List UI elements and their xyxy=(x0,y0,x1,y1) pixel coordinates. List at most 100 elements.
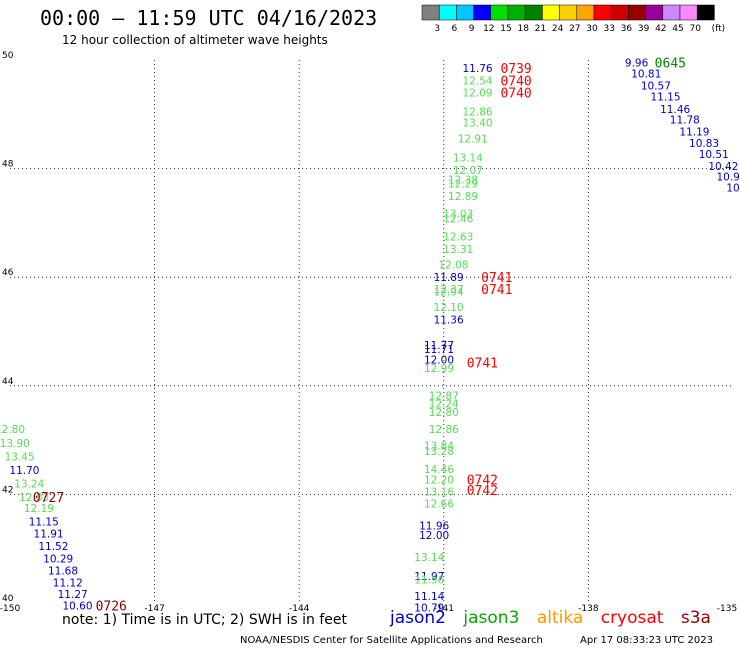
colorbar-label: 36 xyxy=(621,24,633,34)
swh-data-point: 10.83 xyxy=(689,138,719,150)
generated-timestamp: Apr 17 08:33:23 UTC 2023 xyxy=(580,635,713,646)
swh-data-point: 10 xyxy=(726,183,739,195)
swh-data-point: 12.54 xyxy=(463,76,493,88)
swh-data-point: 11.27 xyxy=(58,589,88,601)
colorbar-label: (ft) xyxy=(712,24,726,34)
swh-data-point: 13.84 xyxy=(424,441,454,453)
legend-jason3: jason3 xyxy=(463,608,520,628)
swh-data-point: 11.46 xyxy=(660,104,690,116)
time-label: 0741 xyxy=(481,271,512,286)
swh-data-point: 10.51 xyxy=(699,149,729,161)
swh-data-point: 13.24 xyxy=(14,479,44,491)
swh-data-point: 13.14 xyxy=(414,552,444,564)
swh-data-point: 13.90 xyxy=(0,438,30,450)
x-tick-label: -144 xyxy=(289,604,310,614)
swh-data-point: 12.66 xyxy=(424,499,454,511)
swh-data-point: 12.99 xyxy=(424,363,454,375)
colorbar-label: 33 xyxy=(603,24,614,34)
swh-data-point: 13.45 xyxy=(5,451,35,463)
swh-data-point: 11.19 xyxy=(679,127,709,139)
x-tick-label: -138 xyxy=(578,604,599,614)
colorbar-label: 21 xyxy=(535,24,546,34)
x-tick-label: -141 xyxy=(434,604,454,614)
swh-data-point: 13.40 xyxy=(463,117,493,129)
swh-data-point: 11.96 xyxy=(419,520,449,532)
swh-data-point: 12.91 xyxy=(458,134,488,146)
swh-data-point: 11.89 xyxy=(434,272,464,284)
swh-data-point: 11.71 xyxy=(424,344,454,356)
swh-data-point: 12.46 xyxy=(443,214,473,226)
swh-data-point: 12.38 xyxy=(448,174,478,186)
swh-data-point: 12.19 xyxy=(24,503,54,515)
swh-data-point: 10.79 xyxy=(414,602,444,614)
swh-data-point: 11.56 xyxy=(414,575,444,587)
colorbar-label: 27 xyxy=(569,24,580,34)
swh-data-point: 12.80 xyxy=(0,424,25,436)
swh-data-point: 12.20 xyxy=(424,475,454,487)
swh-data-point: 11.70 xyxy=(9,465,39,477)
colorbar-label: 30 xyxy=(586,24,598,34)
colorbar-label: 18 xyxy=(517,24,529,34)
time-label: 0742 xyxy=(467,484,498,499)
swh-data-point: 13.31 xyxy=(443,244,473,256)
swh-data-point: 12.00 xyxy=(424,355,454,367)
swh-data-point: 11.52 xyxy=(38,541,68,553)
x-tick-label: -150 xyxy=(0,604,20,614)
swh-data-point: 13.16 xyxy=(424,487,454,499)
swh-data-point: 11.78 xyxy=(670,115,700,127)
units-note: note: 1) Time is in UTC; 2) SWH is in fe… xyxy=(62,612,348,628)
time-label: 0727 xyxy=(33,491,64,506)
swh-data-point: 12.87 xyxy=(429,391,459,403)
swh-data-point: 12.03 xyxy=(19,492,49,504)
swh-data-point: 12.24 xyxy=(429,399,459,411)
swh-data-point: 11.91 xyxy=(34,528,64,540)
y-tick-label: 40 xyxy=(2,594,14,604)
legend-cryosat: cryosat xyxy=(600,608,664,628)
time-label: 0741 xyxy=(467,356,498,371)
swh-data-point: 11.97 xyxy=(414,571,444,583)
time-label: 0739 xyxy=(500,62,531,77)
page-title: 00:00 – 11:59 UTC 04/16/2023 xyxy=(40,6,378,30)
chart-subtitle: 12 hour collection of altimeter wave hei… xyxy=(62,33,328,47)
colorbar-label: 45 xyxy=(672,24,683,34)
time-label: 0740 xyxy=(500,75,531,90)
swh-data-point: 13.14 xyxy=(453,153,483,165)
swh-data-point: 12.08 xyxy=(438,260,468,272)
colorbar-label: 3 xyxy=(434,24,440,34)
time-label: 0741 xyxy=(481,283,512,298)
swh-data-point: 12.86 xyxy=(429,424,459,436)
y-tick-label: 46 xyxy=(2,268,14,278)
swh-data-point: 12.94 xyxy=(434,286,464,298)
time-label: 0645 xyxy=(655,57,686,72)
x-tick-label: -135 xyxy=(717,604,737,614)
swh-data-point: 10.42 xyxy=(708,161,738,173)
swh-data-point: 12.00 xyxy=(419,530,449,542)
time-label: 0726 xyxy=(96,600,127,615)
swh-data-point: 10.81 xyxy=(631,69,661,81)
swh-data-point: 11.15 xyxy=(29,517,59,529)
y-tick-label: 50 xyxy=(2,51,14,61)
colorbar-label: 9 xyxy=(469,24,475,34)
swh-data-point: 12.10 xyxy=(434,302,464,314)
swh-data-point: 11.36 xyxy=(434,315,464,327)
swh-data-point: 10.60 xyxy=(62,601,92,613)
swh-data-point: 11.76 xyxy=(463,63,493,75)
legend-altika: altika xyxy=(536,608,584,628)
swh-data-point: 10.57 xyxy=(641,81,671,93)
colorbar-label: 39 xyxy=(638,24,650,34)
y-tick-label: 44 xyxy=(2,377,14,387)
colorbar-swatch xyxy=(696,4,715,21)
swh-data-point: 11.14 xyxy=(414,591,444,603)
time-label: 0742 xyxy=(467,474,498,489)
swh-data-point: 9.96 xyxy=(625,58,649,70)
colorbar-legend: 3 6 9 12 15 18 21 24 27 30 33 36 39 42 45 70 (ft) xyxy=(421,4,726,34)
swh-data-point: 11.15 xyxy=(650,91,680,103)
swh-data-point: 12.37 xyxy=(434,284,464,296)
swh-data-point: 12.80 xyxy=(429,407,459,419)
swh-data-point: 13.28 xyxy=(424,446,454,458)
y-tick-label: 42 xyxy=(2,485,13,495)
colorbar-label: 15 xyxy=(500,24,511,34)
swh-data-point: 12.09 xyxy=(463,88,493,100)
swh-data-point: 14.46 xyxy=(424,464,454,476)
swh-data-point: 11.68 xyxy=(48,565,78,577)
